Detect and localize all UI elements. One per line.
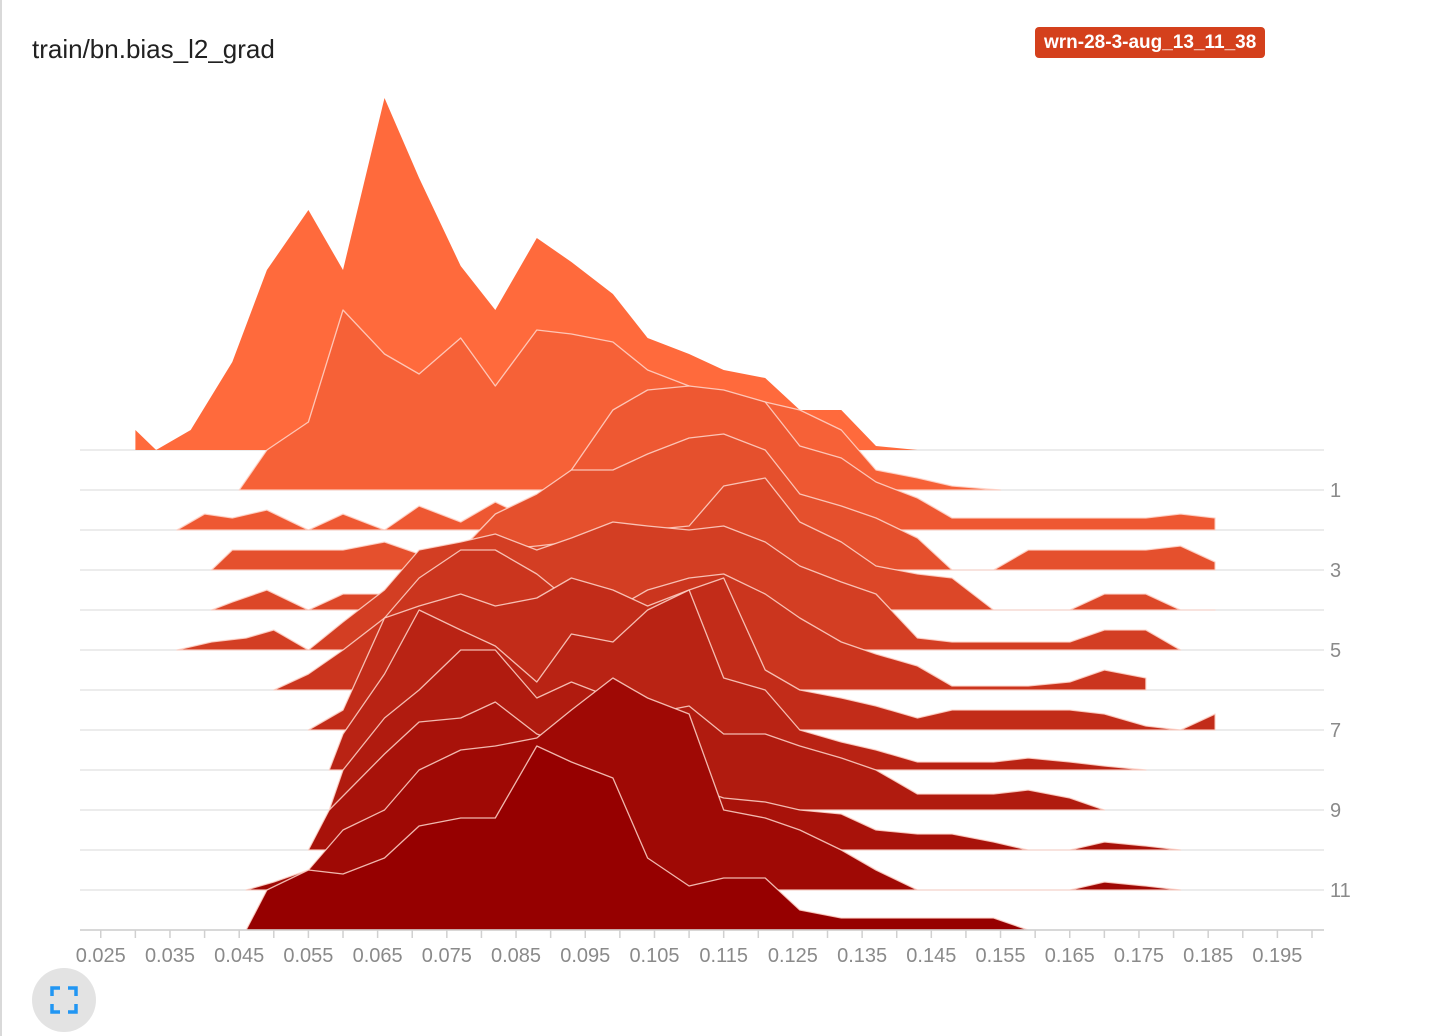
expand-button[interactable] [32,968,96,1032]
y-tick-label: 5 [1330,640,1341,662]
y-axis: 1 3 5 7 9 11 [1330,480,1351,902]
x-tick-label: 0.105 [629,945,679,967]
x-tick-label: 0.075 [422,945,472,967]
y-tick-label: 9 [1330,800,1341,822]
x-tick-label: 0.065 [353,945,403,967]
x-tick-label: 0.115 [699,945,748,967]
x-tick-label: 0.175 [1114,945,1164,967]
x-tick-label: 0.135 [837,945,887,967]
x-tick-label: 0.095 [560,945,610,967]
x-tick-label: 0.125 [768,945,818,967]
histogram-step-12 [245,745,1029,931]
x-tick-label: 0.085 [491,945,541,967]
x-tick-label: 0.155 [976,945,1026,967]
y-tick-label: 11 [1330,880,1351,902]
y-tick-label: 3 [1330,560,1341,582]
y-tick-label: 1 [1330,480,1341,502]
x-tick-label: 0.025 [76,945,126,967]
x-tick-label: 0.035 [145,945,195,967]
x-tick-label: 0.185 [1183,945,1233,967]
left-border [0,0,2,1036]
x-axis: 0.025 0.035 0.045 0.055 0.065 0.075 0.085 0.095… [76,929,1324,967]
x-tick-label: 0.045 [214,945,264,967]
histogram-step-1 [238,309,1002,491]
chart-title: train/bn.bias_l2_grad [32,34,275,64]
fullscreen-expand-icon [50,986,78,1014]
x-tick-label: 0.055 [283,945,333,967]
x-tick-label: 0.165 [1045,945,1095,967]
histogram-areas [135,98,1216,931]
x-tick-label: 0.145 [906,945,956,967]
x-tick-label: 0.195 [1252,945,1302,967]
y-tick-label: 7 [1330,720,1341,742]
run-badge[interactable]: wrn-28-3-aug_13_11_38 [1035,27,1266,58]
